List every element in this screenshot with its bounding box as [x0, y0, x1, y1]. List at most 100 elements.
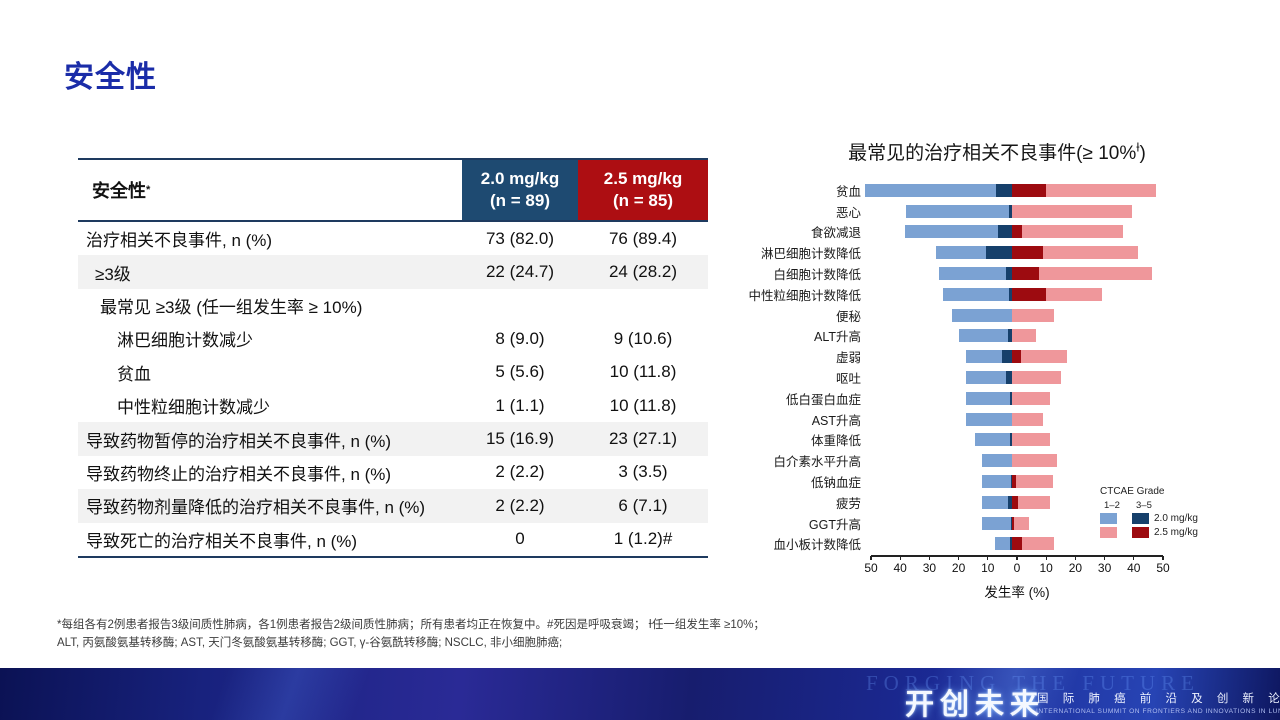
bar-segment: [1012, 267, 1040, 281]
chart-row: GGT升高: [742, 513, 1162, 534]
chart-bar: [866, 454, 1160, 468]
chart-bar: [866, 371, 1160, 385]
teae-chart: 最常见的治疗相关不良事件(≥ 10%Ɨ) 贫血 恶心 食欲减退 淋巴细胞计数降低 白细胞…: [742, 138, 1254, 608]
chart-row: 恶心: [742, 201, 1162, 222]
table-header-dose1: 2.0 mg/kg (n = 89): [462, 160, 578, 220]
bar-segment: [1012, 516, 1015, 530]
chart-category-label: ALT升高: [814, 330, 861, 345]
legend-grade35-label: 3–5: [1136, 500, 1152, 511]
table-value-dose1: 5 (5.6): [495, 362, 545, 382]
dose1-n: (n = 89): [490, 191, 550, 210]
bar-segment: [1017, 495, 1051, 509]
axis-tick-label: 20: [951, 561, 966, 575]
page-title: 安全性: [64, 61, 157, 94]
chart-row: 白介素水平升高: [742, 450, 1162, 471]
swatch-dose2-grade12: [1100, 527, 1117, 538]
table-row: ≥3级 22 (24.7) 24 (28.2): [78, 255, 708, 289]
chart-bar: [866, 225, 1160, 239]
chart-row: 食欲减退: [742, 222, 1162, 243]
axis-tick-mark: [870, 556, 872, 560]
axis-tick-mark: [958, 556, 960, 560]
bar-segment: [1010, 516, 1012, 530]
chart-row: 疲劳: [742, 492, 1162, 513]
bar-segment: [981, 475, 1012, 489]
table-header-label: 安全性 *: [78, 160, 462, 220]
table-value-dose2: 23 (27.1): [608, 429, 678, 449]
table-row: 淋巴细胞计数减少 8 (9.0) 9 (10.6): [78, 322, 708, 355]
bar-segment: [1007, 329, 1012, 343]
axis-tick-label: 30: [1097, 561, 1112, 575]
bar-segment: [1012, 246, 1043, 260]
table-value-dose1: 1 (1.1): [495, 395, 545, 415]
table-value-dose1: 0: [515, 529, 525, 549]
chart-row: 低钠血症: [742, 471, 1162, 492]
table-row-label: 治疗相关不良事件, n (%): [86, 231, 273, 251]
bar-segment: [1011, 475, 1012, 489]
chart-category-label: 虚弱: [835, 351, 861, 366]
dose2-n: (n = 85): [613, 191, 673, 210]
bar-segment: [981, 454, 1012, 468]
chart-row: AST升高: [742, 409, 1162, 430]
axis-tick-label: 10: [1039, 561, 1053, 575]
table-header-dose2: 2.5 mg/kg (n = 85): [578, 160, 708, 220]
bar-segment: [1012, 475, 1016, 489]
axis-tick-mark: [1045, 556, 1047, 560]
swatch-dose1-grade35: [1132, 513, 1149, 524]
bar-segment: [1012, 225, 1023, 239]
chart-title: 最常见的治疗相关不良事件(≥ 10%Ɨ): [742, 138, 1252, 165]
table-value-dose1: 8 (9.0): [495, 328, 545, 348]
axis-tick-mark: [1133, 556, 1135, 560]
chart-category-label: 血小板计数降低: [773, 538, 861, 553]
table-value-dose2: 3 (3.5): [618, 462, 668, 482]
bar-segment: [1012, 433, 1050, 447]
table-row-label: 导致药物暂停的治疗相关不良事件, n (%): [86, 431, 392, 451]
bar-segment: [985, 246, 1012, 260]
table-value-dose2: 1 (1.2)#: [613, 529, 673, 549]
table-row: 导致药物剂量降低的治疗相关不良事件, n (%) 2 (2.2) 6 (7.1): [78, 489, 708, 523]
bar-segment: [965, 412, 1012, 426]
bar-segment: [942, 287, 1009, 301]
bar-segment: [1008, 204, 1012, 218]
chart-category-label: 低白蛋白血症: [785, 392, 861, 407]
axis-tick-mark: [1074, 556, 1076, 560]
table-row-label: 最常见 ≥3级 (任一组发生率 ≥ 10%): [100, 297, 363, 317]
bar-segment: [1008, 287, 1012, 301]
table-row-label: ≥3级: [95, 264, 131, 284]
bar-segment: [1005, 267, 1012, 281]
table-row: 治疗相关不良事件, n (%) 73 (82.0) 76 (89.4): [78, 222, 708, 255]
chart-bar: [866, 287, 1160, 301]
chart-row: 虚弱: [742, 346, 1162, 367]
bar-segment: [1007, 495, 1012, 509]
swatch-dose2-grade35: [1132, 527, 1149, 538]
bar-segment: [1022, 225, 1124, 239]
table-value-dose1: 73 (82.0): [485, 228, 555, 248]
chart-category-label: 疲劳: [835, 496, 861, 511]
bar-segment: [1005, 371, 1012, 385]
chart-bar: [866, 537, 1160, 551]
chart-category-label: 食欲减退: [810, 226, 861, 241]
table-row: 导致死亡的治疗相关不良事件, n (%) 0 1 (1.2)#: [78, 523, 708, 556]
chart-category-label: 恶心: [835, 205, 861, 220]
conference-banner: FORGING THE FUTURE 开创未来 国 际 肺 癌 前 沿 及 创 …: [0, 668, 1280, 720]
banner-subtitle-en: INTERNATIONAL SUMMIT ON FRONTIERS AND IN…: [1036, 708, 1280, 715]
bar-segment: [1042, 246, 1138, 260]
bar-segment: [974, 433, 1011, 447]
chart-row: 白细胞计数降低: [742, 263, 1162, 284]
bar-segment: [952, 308, 1012, 322]
axis-tick-mark: [1104, 556, 1106, 560]
bar-segment: [1012, 537, 1023, 551]
chart-bar: [864, 183, 1160, 197]
table-row: 贫血 5 (5.6) 10 (11.8): [78, 356, 708, 389]
footnote-line2: ALT, 丙氨酸氨基转移酶; AST, 天门冬氨酸氨基转移酶; GGT, γ-谷…: [57, 637, 563, 650]
bar-segment: [906, 204, 1009, 218]
bar-segment: [958, 329, 1008, 343]
legend-row-dose2: 2.5 mg/kg: [1100, 527, 1242, 538]
table-row-label: 导致药物剂量降低的治疗相关不良事件, n (%): [86, 498, 426, 518]
axis-tick-mark: [1016, 556, 1018, 560]
table-row-label: 导致死亡的治疗相关不良事件, n (%): [86, 531, 358, 551]
table-value-dose1: 15 (16.9): [485, 429, 555, 449]
chart-bar: [866, 475, 1160, 489]
chart-bar: [866, 329, 1160, 343]
bar-segment: [1001, 350, 1012, 364]
footnotes: *每组各有2例患者报告3级间质性肺病，各1例患者报告2级间质性肺病；所有患者均正…: [57, 616, 1217, 653]
